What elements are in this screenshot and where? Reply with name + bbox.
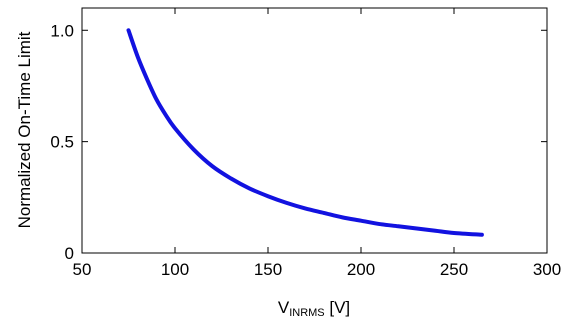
x-axis-title: VINRMS [V] [278, 298, 350, 319]
x-axis-title-unit: [V] [325, 298, 351, 317]
x-tick-label: 100 [161, 260, 189, 279]
x-tick-label: 200 [347, 260, 375, 279]
y-axis-ticks: 0 0.5 1.0 [50, 21, 547, 263]
series-line [126, 28, 484, 237]
x-axis-ticks: 50 100 150 200 250 300 [73, 8, 561, 279]
x-axis-title-main: V [278, 298, 290, 317]
y-tick-label: 0.5 [50, 133, 74, 152]
x-tick-label: 250 [440, 260, 468, 279]
x-axis-title-subscript: INRMS [289, 307, 324, 319]
x-tick-label: 150 [254, 260, 282, 279]
plot-frame [81, 7, 548, 254]
x-tick-label: 50 [73, 260, 92, 279]
series-layer [126, 28, 484, 237]
y-tick-label: 0 [65, 244, 74, 263]
y-axis-title: Normalized On-Time Limit [15, 31, 34, 228]
x-tick-label: 300 [533, 260, 561, 279]
y-tick-label: 1.0 [50, 21, 74, 40]
